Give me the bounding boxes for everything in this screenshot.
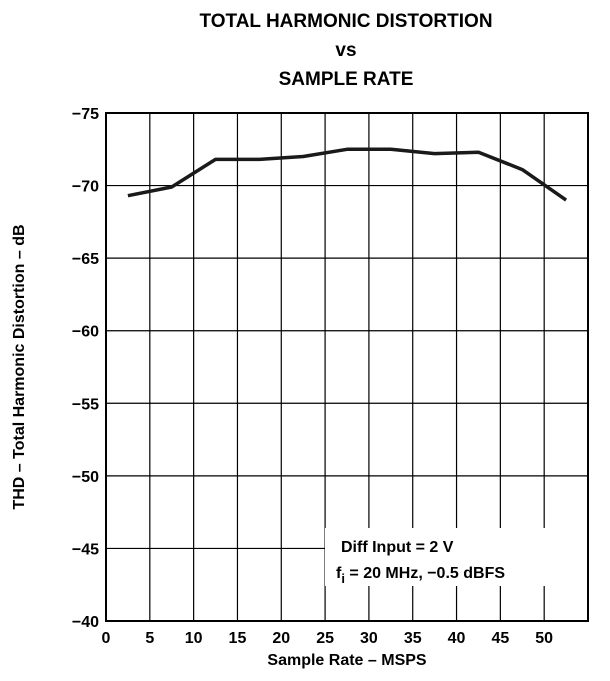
annotation-subscript: i: [341, 571, 345, 586]
x-tick-label: 5: [145, 630, 154, 647]
x-tick-label: 50: [535, 630, 553, 647]
grid-lines: [106, 113, 588, 621]
y-tick-label: −65: [72, 251, 99, 268]
chart-title-line-3: SAMPLE RATE: [279, 69, 414, 90]
y-tick-label: −60: [72, 324, 99, 341]
series-line-thd: [127, 147, 568, 202]
annotation-rest: = 20 MHz, −0.5 dBFS: [345, 565, 505, 582]
chart-title-line-2: vs: [335, 40, 356, 61]
y-tick-label: −70: [72, 179, 99, 196]
annotation: Diff Input = 2 V fi = 20 MHz, −0.5 dBFS: [325, 528, 597, 586]
chart-title-line-1: TOTAL HARMONIC DISTORTION: [199, 11, 492, 32]
x-tick-label: 10: [185, 630, 203, 647]
x-tick-label: 0: [102, 630, 111, 647]
tick-labels: 0 5 10 15 20 25 30 35 40 45 50 −75 −70 −65 −60 −55 −50 −4…: [72, 106, 553, 647]
y-tick-label: −75: [72, 106, 99, 123]
x-tick-label: 30: [360, 630, 378, 647]
series-group: [127, 147, 568, 202]
x-tick-label: 20: [272, 630, 290, 647]
annotation-line-2: fi = 20 MHz, −0.5 dBFS: [336, 565, 505, 586]
x-tick-label: 40: [448, 630, 466, 647]
y-tick-label: −45: [72, 541, 99, 558]
y-tick-label: −40: [72, 614, 99, 631]
annotation-line-1: Diff Input = 2 V: [341, 539, 454, 556]
x-tick-label: 15: [229, 630, 247, 647]
y-axis-label: THD – Total Harmonic Distortion – dB: [11, 224, 28, 509]
x-axis-label: Sample Rate – MSPS: [267, 652, 427, 669]
x-tick-label: 25: [316, 630, 334, 647]
x-tick-label: 35: [404, 630, 422, 647]
plot-frame: [105, 112, 589, 622]
chart-title: TOTAL HARMONIC DISTORTION vs SAMPLE RATE: [199, 11, 492, 90]
y-tick-label: −55: [72, 396, 99, 413]
x-tick-label: 45: [491, 630, 509, 647]
y-tick-label: −50: [72, 469, 99, 486]
annotation-background: [325, 528, 597, 586]
annotation-f: f: [336, 565, 342, 582]
